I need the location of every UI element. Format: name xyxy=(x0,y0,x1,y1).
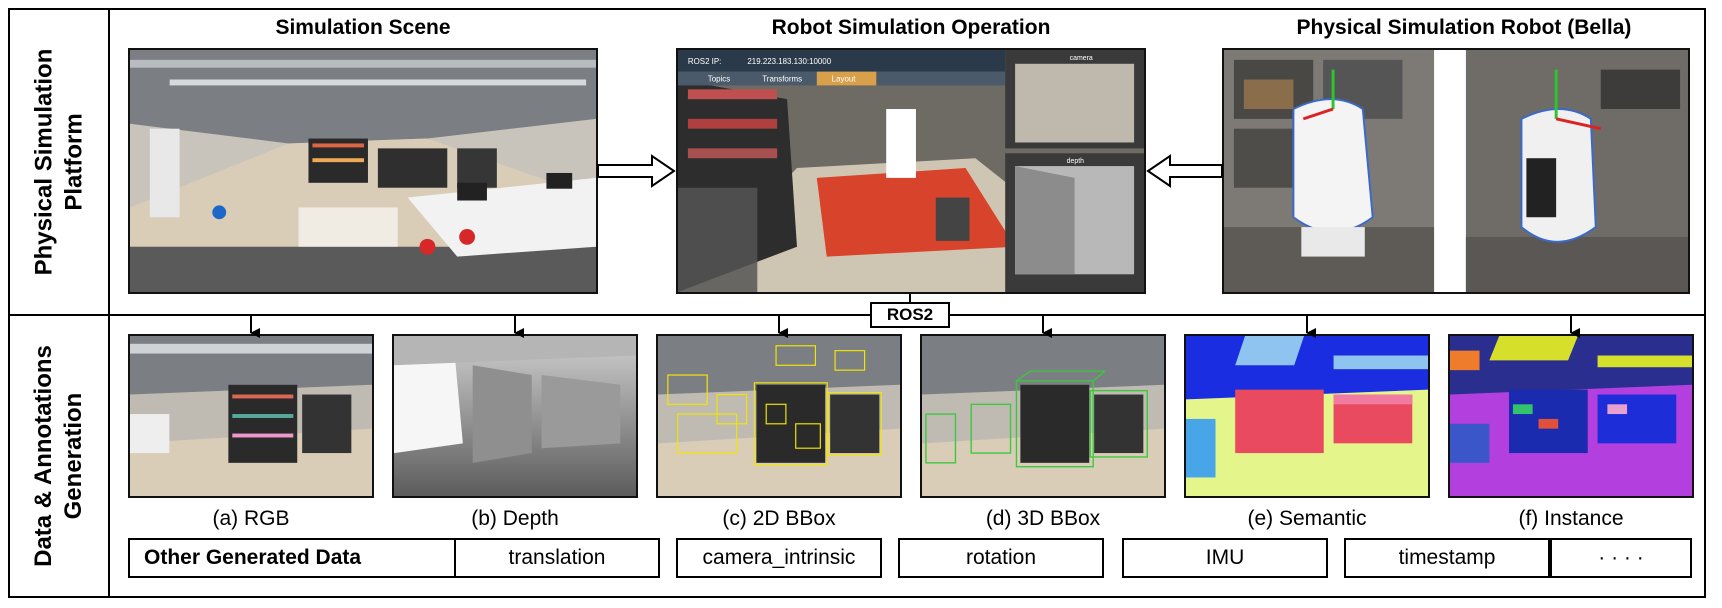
side-label-generation-line2: Generation xyxy=(60,392,87,520)
op-ip-label: ROS2 IP: xyxy=(688,57,721,66)
instance-image xyxy=(1448,334,1694,498)
caption-2d-bbox: (c) 2D BBox xyxy=(722,507,836,530)
side-label-platform-line2: Platform xyxy=(60,113,88,211)
op-camera-label: camera xyxy=(1070,55,1093,62)
rgb-image xyxy=(128,334,374,498)
op-tab-transforms: Transforms xyxy=(762,75,802,84)
bbox2d-image xyxy=(656,334,902,498)
op-tab-topics: Topics xyxy=(708,75,731,84)
other-data-translation: translation xyxy=(454,538,660,578)
other-data-camera-intrinsic: camera_intrinsic xyxy=(676,538,882,578)
caption-semantic: (e) Semantic xyxy=(1247,507,1367,530)
title-simulation-scene: Simulation Scene xyxy=(275,16,451,39)
side-label-platform: Physical Simulation Platform xyxy=(10,10,108,314)
op-ip-value: 219.223.183.130:10000 xyxy=(747,57,831,66)
ros2-label: ROS2 xyxy=(870,302,950,328)
side-label-generation: Data & Annotations Generation xyxy=(10,316,108,596)
simulation-scene-image xyxy=(128,48,598,294)
other-data-rotation: rotation xyxy=(898,538,1104,578)
vertical-divider xyxy=(108,8,110,598)
robot-operation-image: ROS2 IP: 219.223.183.130:10000 Topics Tr… xyxy=(676,48,1146,294)
simulation-robot-image xyxy=(1222,48,1690,294)
depth-image xyxy=(392,334,638,498)
op-depth-label: depth xyxy=(1067,158,1085,165)
other-data-timestamp: timestamp xyxy=(1344,538,1550,578)
horizontal-divider xyxy=(8,314,1706,316)
other-data-more: · · · · xyxy=(1550,538,1692,578)
title-robot-operation: Robot Simulation Operation xyxy=(771,16,1051,39)
side-label-platform-line1: Physical Simulation xyxy=(30,48,58,276)
op-tab-layout: Layout xyxy=(832,75,857,84)
caption-3d-bbox: (d) 3D BBox xyxy=(985,507,1101,530)
caption-depth: (b) Depth xyxy=(471,507,559,530)
other-data-header: Other Generated Data xyxy=(128,538,456,578)
other-data-imu: IMU xyxy=(1122,538,1328,578)
bbox3d-image xyxy=(920,334,1166,498)
caption-instance: (f) Instance xyxy=(1518,507,1624,530)
title-simulation-robot: Physical Simulation Robot (Bella) xyxy=(1296,16,1632,39)
caption-rgb: (a) RGB xyxy=(212,507,290,530)
side-label-generation-line1: Data & Annotations xyxy=(30,345,57,567)
figure-frame xyxy=(8,8,1706,598)
semantic-image xyxy=(1184,334,1430,498)
